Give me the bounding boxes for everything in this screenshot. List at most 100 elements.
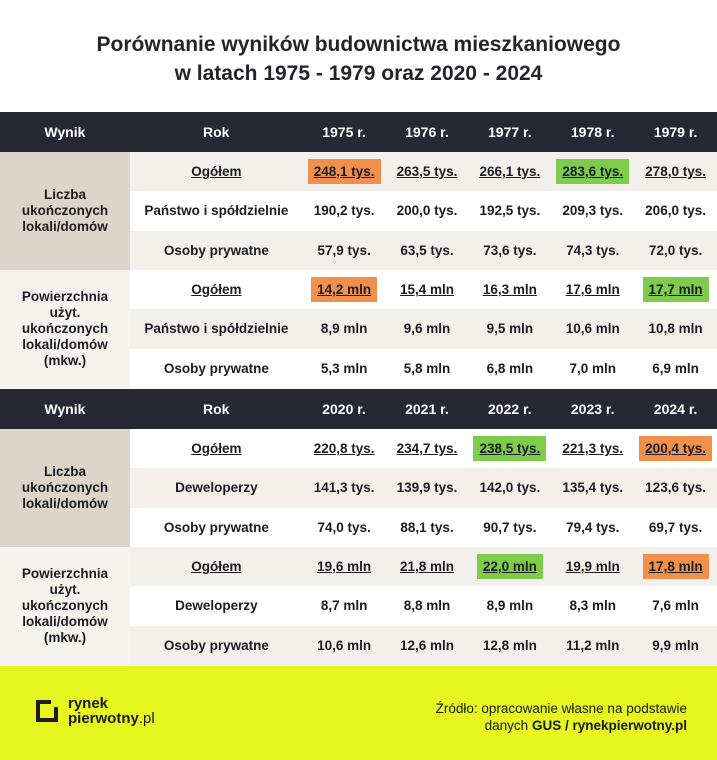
value-cell: 6,9 mln	[652, 360, 699, 376]
group-label: Liczba ukończonych lokali/domów	[0, 152, 130, 270]
logo-suffix: .pl	[138, 710, 155, 727]
value-cell: 12,6 mln	[399, 637, 454, 653]
value-cell: 7,0 mln	[569, 360, 616, 376]
table-row: Ogółem 19,6 mln 21,8 mln 22,0 mln 19,9 m…	[130, 547, 717, 587]
value-cell: 278,0 tys.	[645, 164, 706, 180]
row-category: Ogółem	[191, 559, 242, 575]
value-cell: 16,3 mln	[482, 282, 537, 298]
value-cell: 74,3 tys.	[566, 242, 620, 258]
value-cell: 8,9 mln	[486, 598, 534, 614]
table-2020-2024: Wynik Rok 2020 r. 2021 r. 2022 r. 2023 r…	[0, 389, 717, 665]
row-category: Państwo i spółdzielnie	[144, 321, 289, 337]
value-cell: 57,9 tys.	[317, 242, 371, 258]
value-cell: 209,3 tys.	[562, 203, 624, 219]
table-row: Deweloperzy 8,7 mln 8,8 mln 8,9 mln 8,3 …	[130, 586, 717, 626]
row-category: Państwo i spółdzielnie	[144, 203, 289, 219]
value-cell: 10,6 mln	[565, 321, 620, 337]
row-category: Ogółem	[191, 164, 242, 180]
value-cell: 14,2 mln	[311, 277, 378, 303]
value-cell: 90,7 tys.	[483, 519, 537, 535]
row-category: Osoby prywatne	[163, 360, 269, 376]
value-cell: 5,3 mln	[320, 360, 368, 376]
header-year-1979: 1979 r.	[653, 124, 698, 140]
table-row: Deweloperzy 141,3 tys. 139,9 tys. 142,0 …	[130, 468, 717, 508]
source-note: Źródło: opracowanie własne na podstawie …	[436, 700, 687, 734]
table-row: Osoby prywatne 74,0 tys. 88,1 tys. 90,7 …	[130, 507, 717, 547]
title-line-2: w latach 1975 - 1979 oraz 2020 - 2024	[174, 62, 543, 85]
value-cell: 7,6 mln	[652, 598, 699, 614]
value-cell: 142,0 tys.	[479, 480, 541, 496]
header-year-2023: 2023 r.	[570, 401, 615, 417]
value-cell: 9,6 mln	[403, 321, 451, 337]
value-cell: 10,8 mln	[648, 321, 703, 337]
logo-mark-icon	[36, 700, 58, 722]
value-cell: 9,9 mln	[652, 637, 699, 653]
row-category: Osoby prywatne	[163, 519, 269, 535]
group-label: Powierzchnia użyt. ukończonych lokali/do…	[0, 270, 130, 388]
header-year-2021: 2021 r.	[405, 401, 449, 417]
value-cell: 88,1 tys.	[400, 519, 454, 535]
value-cell: 192,5 tys.	[479, 203, 541, 219]
table-row: Osoby prywatne 5,3 mln 5,8 mln 6,8 mln 7…	[130, 348, 717, 388]
header-year-1976: 1976 r.	[405, 124, 449, 140]
footer: rynek pierwotny.pl Źródło: opracowanie w…	[0, 666, 717, 760]
value-cell: 283,6 tys.	[556, 159, 630, 185]
brand-logo: rynek pierwotny.pl	[34, 696, 155, 726]
group-label: Powierzchnia użyt. ukończonych lokali/do…	[0, 547, 130, 665]
source-line-1: Źródło: opracowanie własne na podstawie	[435, 701, 687, 716]
value-cell: 22,0 mln	[476, 554, 543, 580]
table-1975-1979: Wynik Rok 1975 r. 1976 r. 1977 r. 1978 r…	[0, 112, 717, 388]
value-cell: 139,9 tys.	[396, 480, 458, 496]
table-row: Ogółem 220,8 tys. 234,7 tys. 238,5 tys. …	[130, 429, 717, 469]
value-cell: 74,0 tys.	[317, 519, 371, 535]
value-cell: 6,8 mln	[486, 360, 534, 376]
value-cell: 19,6 mln	[317, 559, 372, 575]
value-cell: 141,3 tys.	[313, 480, 375, 496]
header-year-2020: 2020 r.	[322, 401, 366, 417]
value-cell: 220,8 tys.	[313, 441, 375, 457]
table-row: Państwo i spółdzielnie 190,2 tys. 200,0 …	[130, 191, 717, 231]
value-cell: 79,4 tys.	[566, 519, 620, 535]
value-cell: 17,7 mln	[642, 277, 709, 303]
value-cell: 73,6 tys.	[483, 242, 537, 258]
value-cell: 69,7 tys.	[648, 519, 703, 535]
header-year: Rok	[202, 401, 230, 417]
value-cell: 200,4 tys.	[639, 436, 712, 462]
value-cell: 9,5 mln	[486, 321, 534, 337]
value-cell: 135,4 tys.	[562, 480, 624, 496]
value-cell: 190,2 tys.	[313, 203, 375, 219]
value-cell: 263,5 tys.	[396, 164, 458, 180]
value-cell: 206,0 tys.	[645, 203, 706, 219]
row-category: Osoby prywatne	[163, 242, 269, 258]
value-cell: 17,6 mln	[565, 282, 620, 298]
value-cell: 8,3 mln	[569, 598, 616, 614]
header-result: Wynik	[44, 401, 86, 417]
value-cell: 8,7 mln	[320, 598, 368, 614]
group-label: Liczba ukończonych lokali/domów	[0, 429, 130, 547]
value-cell: 123,6 tys.	[645, 480, 706, 496]
header-year-1978: 1978 r.	[570, 124, 615, 140]
value-cell: 11,2 mln	[566, 637, 620, 653]
row-category: Ogółem	[191, 441, 242, 457]
value-cell: 17,8 mln	[642, 554, 709, 580]
value-cell: 72,0 tys.	[648, 242, 703, 258]
row-category: Osoby prywatne	[163, 637, 269, 653]
header-year-2024: 2024 r.	[653, 401, 698, 417]
row-category: Deweloperzy	[175, 480, 258, 496]
value-cell: 8,8 mln	[403, 598, 451, 614]
value-cell: 12,8 mln	[482, 637, 537, 653]
table-row: Państwo i spółdzielnie 8,9 mln 9,6 mln 9…	[130, 309, 717, 349]
header-year-1975: 1975 r.	[322, 124, 366, 140]
group-units-count: Liczba ukończonych lokali/domów Ogółem 2…	[0, 152, 717, 270]
logo-line-2: pierwotny	[68, 710, 139, 727]
value-cell: 234,7 tys.	[396, 441, 458, 457]
table-row: Ogółem 14,2 mln 15,4 mln 16,3 mln 17,6 m…	[130, 270, 717, 310]
group-usable-area: Powierzchnia użyt. ukończonych lokali/do…	[0, 547, 717, 665]
value-cell: 238,5 tys.	[473, 436, 547, 462]
table-row: Osoby prywatne 10,6 mln 12,6 mln 12,8 ml…	[130, 625, 717, 665]
header-year-2022: 2022 r.	[488, 401, 532, 417]
page-title: Porównanie wyników budownictwa mieszkani…	[0, 30, 717, 88]
value-cell: 266,1 tys.	[479, 164, 541, 180]
value-cell: 15,4 mln	[399, 282, 454, 298]
row-category: Ogółem	[191, 282, 242, 298]
